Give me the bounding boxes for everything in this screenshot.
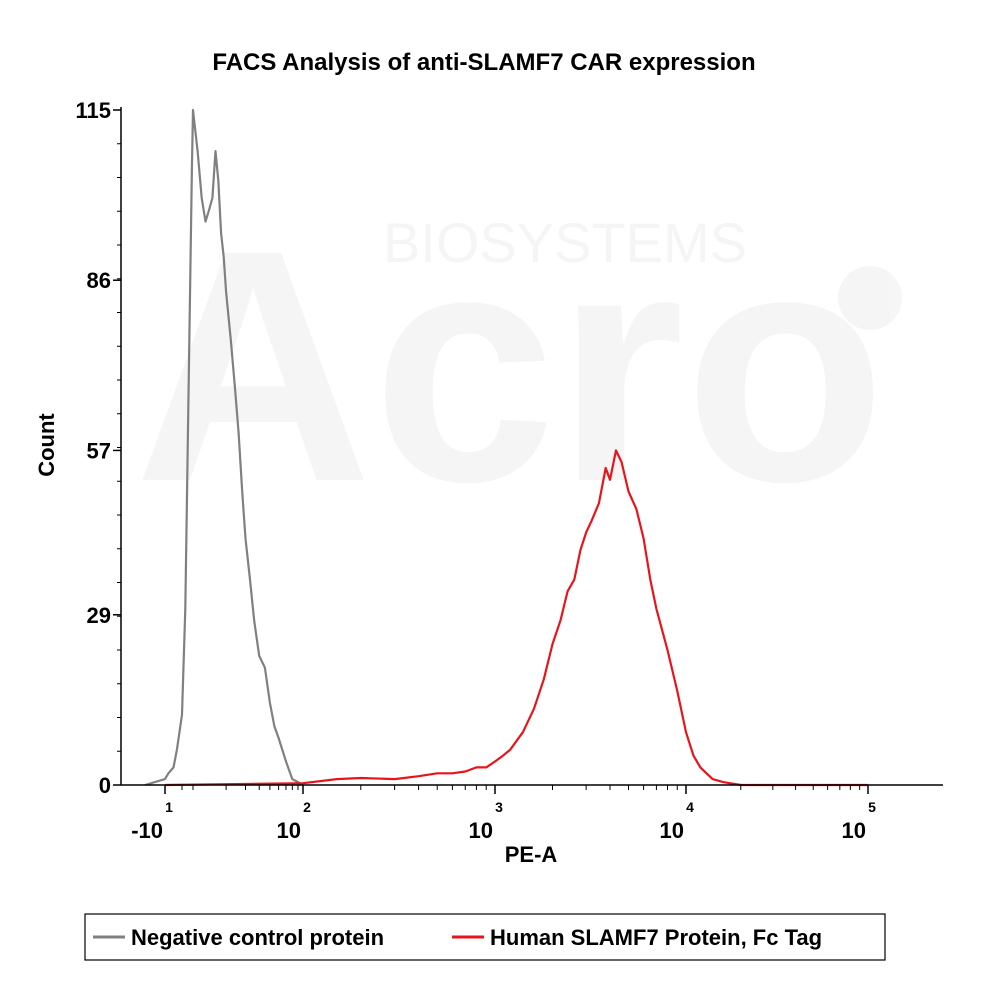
legend: Negative control protein Human SLAMF7 Pr… xyxy=(84,913,886,961)
y-tick-label: 0 xyxy=(99,773,111,798)
series-line-human-slamf7 xyxy=(164,449,868,787)
chart-title: FACS Analysis of anti-SLAMF7 CAR express… xyxy=(212,49,755,76)
x-tick-label-base: 10 xyxy=(277,818,301,843)
y-tick-label: 57 xyxy=(87,438,111,463)
series-line-negative-control xyxy=(144,108,304,787)
x-tick-label-base: 10 xyxy=(469,818,493,843)
series-layer xyxy=(144,108,868,787)
legend-box xyxy=(84,913,886,961)
x-axis-label: PE-A xyxy=(505,842,558,867)
axis-layer xyxy=(120,107,943,786)
watermark-small-text: BIOSYSTEMS xyxy=(383,211,747,274)
y-tick-label: 115 xyxy=(76,98,112,123)
y-tick-label: 86 xyxy=(87,268,111,293)
x-tick-label-exponent: 1 xyxy=(165,799,173,815)
watermark: BIOSYSTEMS Acro xyxy=(134,181,902,550)
x-tick-label-exponent: 2 xyxy=(303,799,311,815)
x-tick-label-base: 10 xyxy=(660,818,684,843)
x-tick-label-exponent: 4 xyxy=(686,799,694,815)
x-tick-label-base: -10 xyxy=(131,818,163,843)
watermark-dot xyxy=(838,266,902,330)
watermark-large-text: Acro xyxy=(134,181,886,550)
y-axis-label: Count xyxy=(34,413,59,477)
x-tick-label-exponent: 3 xyxy=(495,799,503,815)
x-tick-label-exponent: 5 xyxy=(868,799,876,815)
x-tick-label-base: 10 xyxy=(842,818,866,843)
y-tick-label: 29 xyxy=(87,603,111,628)
legend-label-slamf7: Human SLAMF7 Protein, Fc Tag xyxy=(490,925,822,950)
legend-label-negative: Negative control protein xyxy=(131,925,384,950)
